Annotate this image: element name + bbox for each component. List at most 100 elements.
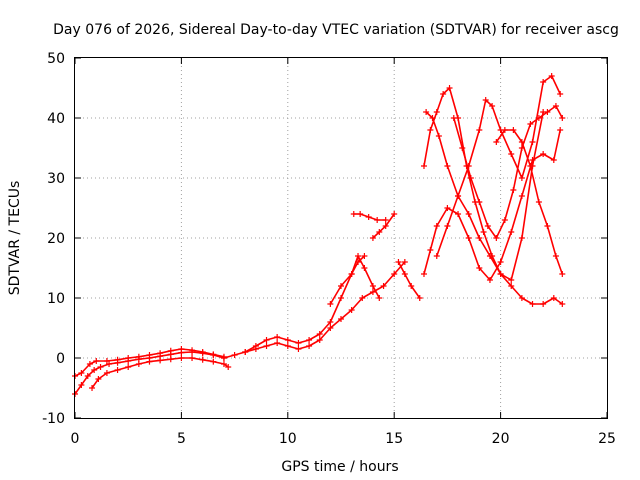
series-arc-7	[350, 211, 389, 223]
data-point	[486, 277, 493, 283]
data-point	[497, 259, 504, 265]
x-tick-label-5: 25	[598, 431, 616, 447]
data-point	[178, 346, 185, 352]
data-point	[97, 364, 104, 370]
data-point	[423, 109, 430, 115]
data-point	[559, 301, 566, 307]
data-point	[529, 139, 536, 145]
data-point	[510, 127, 517, 133]
data-point	[508, 283, 515, 289]
data-point	[540, 151, 547, 157]
y-tick-label-1: 0	[56, 351, 65, 367]
data-point	[518, 175, 525, 181]
data-point	[225, 364, 232, 370]
data-point	[540, 79, 547, 85]
data-point	[380, 283, 387, 289]
data-point	[78, 370, 85, 376]
data-point	[501, 127, 508, 133]
data-point	[420, 271, 427, 277]
data-point	[374, 217, 381, 223]
data-point	[550, 157, 557, 163]
series-line-arc-8	[372, 213, 395, 239]
data-point	[552, 253, 559, 259]
data-point	[476, 199, 483, 205]
series-line-arc-5	[244, 255, 365, 353]
x-tick-label-3: 15	[385, 431, 403, 447]
series-arc-3	[89, 355, 232, 391]
data-point	[427, 247, 434, 253]
data-point	[369, 283, 376, 289]
data-point	[455, 193, 462, 199]
data-point	[306, 337, 313, 343]
data-point	[476, 265, 483, 271]
data-point	[559, 271, 566, 277]
data-series-layer	[72, 73, 566, 397]
data-point	[497, 271, 504, 277]
data-point	[548, 73, 555, 79]
x-tick-label-1: 5	[177, 431, 186, 447]
data-point	[376, 295, 383, 301]
data-point	[518, 193, 525, 199]
data-point	[231, 352, 238, 358]
data-point	[189, 347, 196, 354]
series-line-arc-4	[223, 261, 406, 359]
data-point	[135, 353, 142, 360]
data-point	[501, 217, 508, 223]
data-point	[550, 295, 557, 301]
data-point	[263, 343, 270, 349]
data-point	[510, 187, 517, 193]
data-point	[350, 211, 357, 217]
series-arc-6	[327, 253, 383, 307]
data-point	[476, 127, 483, 133]
data-point	[465, 211, 472, 217]
series-line-arc-14	[453, 105, 564, 239]
data-point	[348, 271, 355, 277]
series-arc-5	[242, 253, 368, 355]
data-point	[157, 357, 164, 364]
data-point	[465, 235, 472, 241]
data-point	[444, 205, 451, 211]
data-point	[306, 343, 313, 349]
data-point	[433, 223, 440, 229]
data-point	[252, 343, 259, 349]
data-point	[382, 223, 389, 229]
data-point	[220, 355, 227, 361]
data-point	[157, 350, 164, 357]
grid-lines	[75, 58, 607, 418]
data-point	[391, 211, 398, 217]
data-point	[450, 115, 457, 121]
data-point	[338, 316, 344, 322]
data-point	[376, 229, 383, 235]
data-point	[544, 223, 551, 229]
data-point	[365, 214, 372, 220]
data-point	[416, 295, 423, 301]
series-arc-14	[450, 103, 566, 241]
data-point	[135, 361, 142, 367]
data-point	[401, 259, 408, 265]
data-point	[480, 229, 487, 235]
series-line-arc-6	[329, 255, 381, 305]
data-point	[146, 358, 153, 365]
data-point	[433, 253, 440, 259]
data-point	[295, 346, 302, 352]
x-axis: 0 5 10 15 20 25	[71, 58, 616, 447]
data-point	[178, 355, 185, 361]
data-point	[284, 343, 291, 349]
y-axis: -10 0 10 20 30 40 50	[42, 51, 607, 427]
data-point	[529, 301, 536, 307]
data-point	[369, 235, 376, 241]
data-point	[484, 223, 491, 229]
data-point	[401, 271, 408, 277]
data-point	[535, 115, 542, 121]
data-point	[489, 103, 496, 109]
data-point	[476, 235, 483, 241]
data-point	[114, 356, 121, 363]
data-point	[338, 295, 344, 301]
data-point	[527, 121, 534, 127]
data-point	[84, 373, 91, 379]
data-point	[125, 364, 132, 370]
data-point	[316, 337, 323, 343]
chart-title: Day 076 of 2026, Sidereal Day-to-day VTE…	[53, 22, 619, 38]
data-point	[189, 355, 196, 361]
